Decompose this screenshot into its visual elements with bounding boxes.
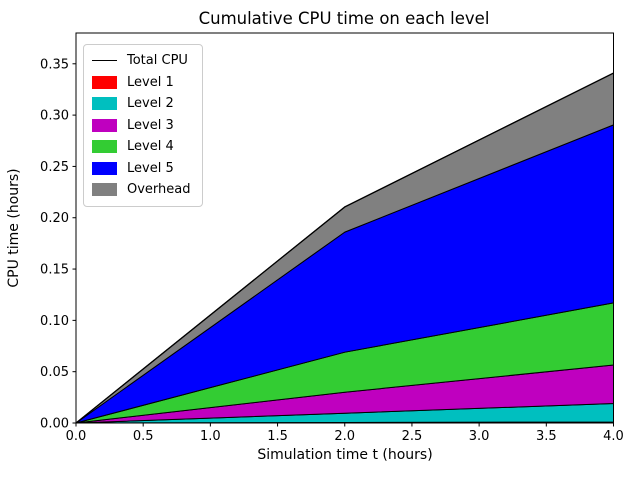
legend-color-swatch: [92, 118, 117, 132]
legend-color-swatch: [92, 140, 117, 154]
legend-label: Level 5: [127, 160, 174, 176]
x-tick-label: 2.0: [334, 429, 355, 444]
legend-item: Level 2: [92, 93, 194, 115]
legend-color-swatch: [92, 97, 117, 111]
total-cpu-line: [75, 72, 614, 424]
x-tick-label: 4.0: [603, 429, 624, 444]
y-tick-label: 0.30: [40, 109, 69, 124]
legend-color-swatch: [92, 75, 117, 89]
x-axis-label: Simulation time t (hours): [257, 447, 433, 463]
legend-line-swatch: [92, 54, 117, 67]
x-tick-label: 3.0: [469, 429, 490, 444]
y-axis-label: CPU time (hours): [6, 168, 22, 288]
y-tick-label: 0.00: [40, 417, 69, 432]
y-tick-label: 0.05: [40, 365, 69, 380]
legend-item: Overhead: [92, 179, 194, 201]
legend-item: Total CPU: [92, 50, 194, 72]
y-tick-label: 0.25: [40, 160, 69, 175]
x-tick-label: 3.5: [536, 429, 557, 444]
legend-label: Level 3: [127, 117, 174, 133]
legend-item: Level 1: [92, 72, 194, 94]
legend-color-swatch: [92, 161, 117, 175]
y-tick-label: 0.20: [40, 211, 69, 226]
x-tick-label: 2.5: [402, 429, 423, 444]
x-tick-label: 0.0: [66, 429, 87, 444]
legend-label: Overhead: [127, 182, 191, 198]
x-tick-label: 1.5: [267, 429, 288, 444]
legend: Total CPU Level 1 Level 2 Level 3 Level 4 Lev…: [83, 44, 203, 207]
y-tick-label: 0.15: [40, 263, 69, 278]
legend-label: Level 2: [127, 96, 174, 112]
legend-color-swatch: [92, 183, 117, 197]
x-tick-label: 0.5: [133, 429, 154, 444]
legend-item: Level 3: [92, 115, 194, 137]
chart-title: Cumulative CPU time on each level: [198, 9, 490, 28]
x-tick-label: 1.0: [200, 429, 221, 444]
legend-label: Level 1: [127, 74, 174, 90]
y-tick-label: 0.10: [40, 314, 69, 329]
legend-label: Total CPU: [127, 53, 188, 69]
y-tick-label: 0.35: [40, 57, 69, 72]
legend-item: Level 5: [92, 158, 194, 180]
legend-item: Level 4: [92, 136, 194, 158]
legend-label: Level 4: [127, 139, 174, 155]
